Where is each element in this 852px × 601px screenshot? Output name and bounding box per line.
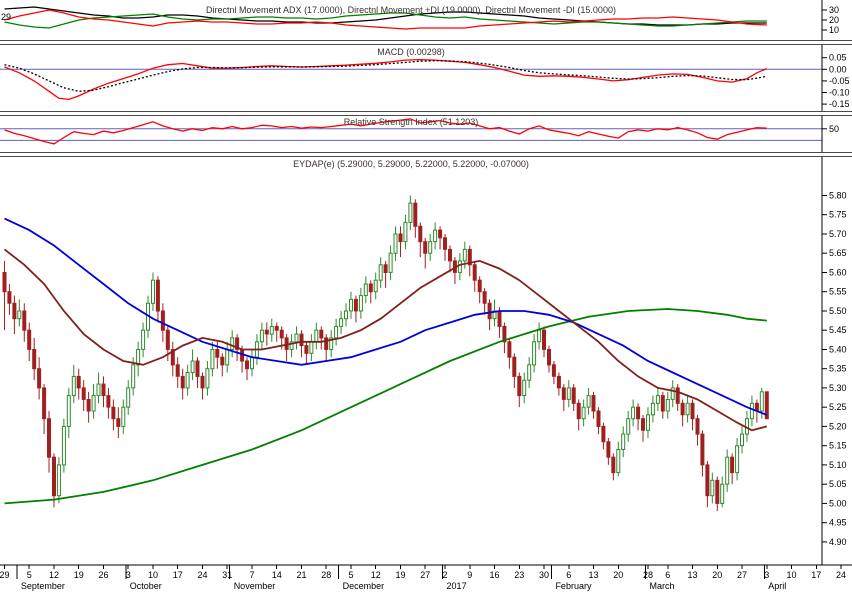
panel-price: 5.80 5.75 5.70 5.65 5.60 5.55 5.50 5.45 5.40 5.35…: [2, 190, 847, 547]
svg-text:5.40: 5.40: [829, 344, 847, 354]
svg-text:19: 19: [74, 570, 84, 580]
svg-text:28: 28: [321, 570, 331, 580]
svg-text:5.60: 5.60: [829, 267, 847, 277]
series-minusDI: [4, 9, 767, 30]
svg-text:5.30: 5.30: [829, 383, 847, 393]
svg-text:5: 5: [348, 570, 353, 580]
series-RSI: [4, 118, 767, 145]
panel-macd: 0.050.00 -0.05-0.10 -0.15: [0, 53, 850, 109]
svg-text:5.35: 5.35: [829, 364, 847, 374]
svg-text:20: 20: [613, 570, 623, 580]
candlestick-series: [2, 195, 769, 512]
svg-text:5.00: 5.00: [829, 498, 847, 508]
series-Signal: [4, 60, 767, 92]
svg-text:5.05: 5.05: [829, 479, 847, 489]
svg-text:12: 12: [371, 570, 381, 580]
svg-text:5.70: 5.70: [829, 229, 847, 239]
corner-label: 29: [1, 12, 12, 22]
svg-text:5.20: 5.20: [829, 421, 847, 431]
svg-text:3: 3: [764, 570, 769, 580]
svg-text:6: 6: [665, 570, 670, 580]
svg-text:17: 17: [173, 570, 183, 580]
svg-text:2017: 2017: [447, 581, 467, 591]
svg-text:14: 14: [272, 570, 282, 580]
svg-text:24: 24: [836, 570, 846, 580]
svg-text:5.55: 5.55: [829, 287, 847, 297]
svg-text:19: 19: [395, 570, 405, 580]
svg-text:April: April: [768, 581, 786, 591]
svg-text:4.95: 4.95: [829, 518, 847, 528]
svg-text:50: 50: [829, 124, 839, 134]
svg-text:7: 7: [249, 570, 254, 580]
svg-text:13: 13: [688, 570, 698, 580]
svg-text:30: 30: [539, 570, 549, 580]
panel-splitter-2[interactable]: [0, 111, 852, 116]
svg-text:20: 20: [712, 570, 722, 580]
svg-text:5.25: 5.25: [829, 402, 847, 412]
svg-text:12: 12: [49, 570, 59, 580]
svg-text:5.75: 5.75: [829, 210, 847, 220]
overlay-MA-mid: [4, 217, 768, 416]
svg-text:-0.05: -0.05: [829, 76, 850, 86]
svg-text:31: 31: [222, 570, 232, 580]
svg-text:23: 23: [514, 570, 524, 580]
series-plusDI: [4, 12, 767, 29]
svg-text:20: 20: [829, 15, 839, 25]
svg-text:5.10: 5.10: [829, 460, 847, 470]
svg-text:27: 27: [420, 570, 430, 580]
svg-text:3: 3: [126, 570, 131, 580]
panel-splitter-3[interactable]: [0, 152, 852, 157]
svg-text:10: 10: [148, 570, 158, 580]
series-MACD: [4, 58, 768, 101]
svg-text:30: 30: [829, 5, 839, 15]
svg-text:4.90: 4.90: [829, 537, 847, 547]
svg-text:March: March: [650, 581, 675, 591]
svg-text:26: 26: [98, 570, 108, 580]
x-axis-labels: 29 5 12 19 26 3 10 17 24 31 7 14 21 28 5 12 19 27 2 9 16 23 30…: [0, 570, 846, 591]
svg-text:2: 2: [443, 570, 448, 580]
svg-text:September: September: [21, 581, 65, 591]
svg-text:29: 29: [0, 570, 9, 580]
svg-text:5.50: 5.50: [829, 306, 847, 316]
panel-rsi: 50: [0, 118, 839, 145]
svg-text:17: 17: [811, 570, 821, 580]
svg-text:0.05: 0.05: [829, 53, 847, 63]
svg-text:5.45: 5.45: [829, 325, 847, 335]
svg-text:5: 5: [27, 570, 32, 580]
svg-text:0.00: 0.00: [829, 64, 847, 74]
svg-text:November: November: [234, 581, 276, 591]
overlay-MA-long: [4, 308, 767, 505]
svg-text:21: 21: [296, 570, 306, 580]
svg-text:27: 27: [737, 570, 747, 580]
svg-text:9: 9: [467, 570, 472, 580]
svg-text:28: 28: [643, 570, 653, 580]
axis-frame: [0, 0, 852, 579]
svg-text:5.65: 5.65: [829, 248, 847, 258]
svg-text:October: October: [130, 581, 162, 591]
svg-text:5.15: 5.15: [829, 441, 847, 451]
svg-text:-0.15: -0.15: [829, 99, 850, 109]
svg-text:December: December: [343, 581, 385, 591]
overlay-MA-short: [3, 248, 768, 432]
svg-text:-0.10: -0.10: [829, 87, 850, 97]
svg-text:10: 10: [787, 570, 797, 580]
svg-text:13: 13: [589, 570, 599, 580]
svg-text:5.80: 5.80: [829, 190, 847, 200]
svg-text:6: 6: [566, 570, 571, 580]
panel-splitter-1[interactable]: [0, 40, 852, 45]
svg-text:10: 10: [829, 25, 839, 35]
svg-text:16: 16: [490, 570, 500, 580]
svg-text:24: 24: [197, 570, 207, 580]
svg-text:February: February: [555, 581, 592, 591]
